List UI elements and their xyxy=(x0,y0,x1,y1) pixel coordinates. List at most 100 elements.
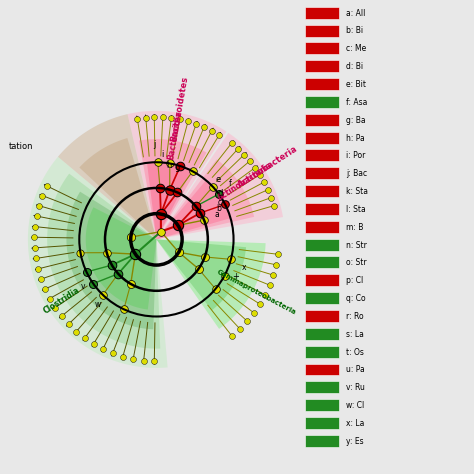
Bar xyxy=(305,274,339,286)
Bar xyxy=(305,310,339,322)
Text: r: Ro: r: Ro xyxy=(346,312,364,321)
Bar xyxy=(305,96,339,108)
Text: v: Ru: v: Ru xyxy=(346,383,365,392)
Point xyxy=(201,253,209,261)
Text: q: Co: q: Co xyxy=(346,294,365,303)
Point xyxy=(251,164,259,172)
Point xyxy=(156,184,164,192)
Point xyxy=(240,151,248,158)
Point xyxy=(221,272,228,279)
Point xyxy=(33,212,40,220)
Bar xyxy=(305,292,339,304)
Text: g: g xyxy=(174,163,180,172)
Point xyxy=(38,192,46,200)
Bar xyxy=(305,435,339,447)
Text: p: Cl: p: Cl xyxy=(346,276,363,285)
Text: x: La: x: La xyxy=(346,419,365,428)
Bar xyxy=(305,60,339,72)
Point xyxy=(228,332,236,339)
Text: w: w xyxy=(95,300,101,309)
Point xyxy=(272,261,280,269)
Bar xyxy=(305,346,339,357)
Point xyxy=(35,202,43,210)
Point xyxy=(201,123,208,131)
Bar xyxy=(305,256,339,268)
Point xyxy=(132,250,139,258)
Point xyxy=(195,265,202,273)
Text: s: La: s: La xyxy=(346,330,364,339)
Bar xyxy=(305,185,339,197)
Point xyxy=(34,265,42,273)
Text: f: Asa: f: Asa xyxy=(346,98,367,107)
Bar xyxy=(305,399,339,411)
Text: t: Os: t: Os xyxy=(346,347,364,356)
Point xyxy=(157,228,164,236)
Bar xyxy=(305,328,339,340)
Point xyxy=(127,233,135,241)
Bar xyxy=(305,364,339,375)
Bar xyxy=(305,7,339,18)
Text: k: Sta: k: Sta xyxy=(346,187,368,196)
Text: y: Es: y: Es xyxy=(346,437,364,446)
Point xyxy=(151,113,158,121)
Polygon shape xyxy=(156,180,230,239)
Text: +: + xyxy=(232,272,239,281)
Point xyxy=(103,249,110,256)
Point xyxy=(208,127,216,134)
Polygon shape xyxy=(156,159,254,239)
Point xyxy=(173,189,181,196)
Bar xyxy=(305,203,339,215)
Point xyxy=(174,221,182,229)
Point xyxy=(192,202,200,210)
Point xyxy=(65,320,73,328)
Point xyxy=(30,234,38,241)
Polygon shape xyxy=(156,239,265,329)
Point xyxy=(189,167,196,175)
Text: e: Bit: e: Bit xyxy=(346,80,366,89)
Point xyxy=(140,357,147,365)
Point xyxy=(166,160,173,167)
Text: tation: tation xyxy=(9,142,33,151)
Point xyxy=(212,285,219,293)
Polygon shape xyxy=(58,114,156,239)
Point xyxy=(243,317,251,325)
Point xyxy=(267,194,275,201)
Text: x: x xyxy=(242,264,246,273)
Polygon shape xyxy=(156,133,283,239)
Point xyxy=(90,340,97,348)
Point xyxy=(176,162,184,170)
Point xyxy=(192,120,200,128)
Bar xyxy=(305,114,339,126)
Bar xyxy=(305,167,339,179)
Text: v: v xyxy=(81,283,85,292)
Text: b: Bi: b: Bi xyxy=(346,27,363,36)
Point xyxy=(31,223,39,230)
Point xyxy=(37,275,45,283)
Point xyxy=(99,346,107,353)
Point xyxy=(109,350,117,357)
Polygon shape xyxy=(156,239,246,310)
Point xyxy=(256,171,264,178)
Point xyxy=(236,325,244,332)
Text: e: e xyxy=(216,175,221,184)
Point xyxy=(264,186,272,193)
Point xyxy=(81,334,89,342)
Text: i: Por: i: Por xyxy=(346,151,365,160)
Bar xyxy=(305,382,339,393)
Point xyxy=(99,291,107,299)
Text: Bacteroidetes: Bacteroidetes xyxy=(169,75,190,143)
Point xyxy=(197,209,204,217)
Text: Actinobacteria: Actinobacteria xyxy=(236,145,299,190)
Bar xyxy=(305,25,339,36)
Point xyxy=(250,309,258,317)
Polygon shape xyxy=(86,207,156,310)
Polygon shape xyxy=(47,173,160,349)
Point xyxy=(159,114,166,121)
Text: Gammaproteobacteria: Gammaproteobacteria xyxy=(216,269,297,316)
Point xyxy=(260,178,268,186)
Point xyxy=(221,201,229,208)
Point xyxy=(246,157,254,164)
Bar xyxy=(305,132,339,144)
Point xyxy=(228,139,236,147)
Point xyxy=(184,118,192,125)
